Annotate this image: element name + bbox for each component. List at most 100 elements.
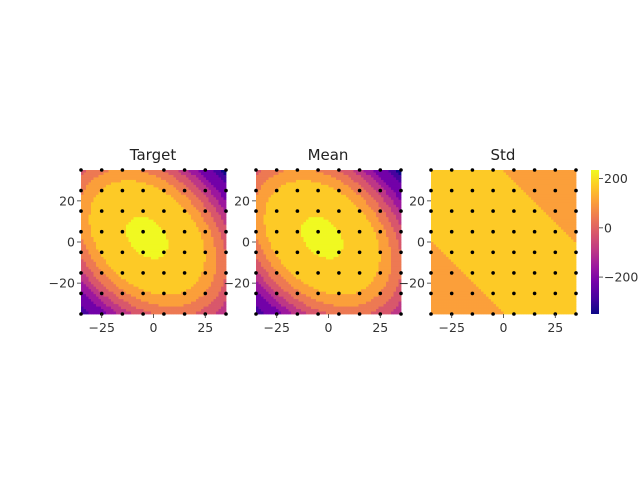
contour-cell	[86, 311, 89, 315]
contour-cell	[98, 281, 102, 285]
contour-cell	[291, 264, 294, 268]
contour-cell	[133, 254, 137, 258]
contour-cell	[208, 207, 212, 211]
contour-cell	[286, 304, 289, 307]
contour-cell	[281, 249, 284, 253]
contour-cell	[198, 271, 202, 275]
contour-cell	[218, 232, 222, 235]
contour-cell	[198, 269, 202, 273]
contour-cell	[148, 296, 152, 300]
contour-cell	[123, 296, 127, 300]
contour-cell	[163, 286, 167, 290]
contour-cell	[146, 266, 149, 270]
contour-cell	[191, 244, 194, 248]
contour-cell	[296, 301, 299, 305]
contour-cell	[156, 264, 159, 268]
contour-cell	[258, 184, 262, 188]
contour-cell	[133, 284, 137, 288]
contour-cell	[201, 309, 204, 312]
contour-cell	[186, 251, 189, 255]
contour-cell	[88, 239, 92, 243]
contour-cell	[188, 177, 192, 181]
contour-cell	[208, 259, 212, 263]
contour-cell	[86, 189, 89, 193]
contour-cell	[208, 261, 212, 265]
contour-cell	[106, 249, 109, 253]
contour-cell	[311, 184, 314, 188]
contour-cell	[81, 227, 84, 230]
contour-cell	[106, 227, 109, 230]
contour-cell	[276, 284, 279, 288]
contour-cell	[143, 214, 147, 218]
contour-cell	[181, 239, 184, 243]
contour-cell	[121, 224, 124, 228]
contour-cell	[106, 261, 109, 265]
contour-cell	[221, 301, 224, 305]
contour-cell	[283, 182, 287, 186]
contour-cell	[313, 269, 317, 273]
contour-cell	[178, 242, 182, 245]
contour-cell	[271, 289, 274, 293]
contour-cell	[293, 251, 297, 255]
contour-cell	[138, 194, 142, 198]
contour-cell	[156, 237, 159, 240]
contour-cell	[123, 170, 127, 173]
contour-cell	[198, 209, 202, 213]
contour-cell	[96, 214, 99, 218]
contour-cell	[83, 227, 87, 230]
contour-cell	[156, 261, 159, 265]
contour-cell	[198, 237, 202, 240]
contour-cell	[268, 309, 272, 312]
contour-cell	[143, 219, 147, 223]
contour-cell	[96, 232, 99, 235]
contour-cell	[201, 299, 204, 302]
contour-cell	[133, 259, 137, 263]
contour-cell	[206, 294, 209, 298]
contour-cell	[211, 224, 214, 228]
contour-cell	[308, 284, 312, 288]
contour-cell	[286, 184, 289, 188]
contour-cell	[256, 289, 259, 293]
contour-cell	[273, 232, 277, 235]
contour-cell	[301, 306, 304, 310]
training-point	[99, 188, 104, 193]
contour-cell	[156, 274, 159, 278]
contour-cell	[203, 284, 207, 288]
contour-cell	[293, 184, 297, 188]
contour-cell	[283, 212, 287, 216]
contour-cell	[291, 214, 294, 218]
contour-cell	[188, 174, 192, 178]
contour-cell	[173, 219, 177, 223]
contour-cell	[91, 204, 94, 208]
contour-cell	[288, 170, 292, 173]
contour-cell	[281, 177, 284, 181]
contour-cell	[301, 217, 304, 221]
contour-cell	[168, 204, 172, 208]
contour-cell	[316, 207, 319, 211]
contour-cell	[278, 199, 282, 203]
contour-cell	[301, 264, 304, 268]
contour-cell	[258, 189, 262, 193]
contour-cell	[256, 237, 259, 240]
contour-cell	[193, 279, 197, 283]
contour-cell	[133, 189, 137, 193]
contour-cell	[276, 304, 279, 307]
contour-cell	[136, 309, 139, 312]
contour-cell	[273, 259, 277, 263]
contour-cell	[318, 199, 322, 203]
contour-cell	[288, 217, 292, 221]
contour-cell	[148, 217, 152, 221]
contour-cell	[126, 286, 129, 290]
contour-cell	[106, 311, 109, 315]
contour-cell	[216, 251, 219, 255]
contour-cell	[113, 207, 117, 211]
contour-cell	[168, 254, 172, 258]
contour-cell	[271, 306, 274, 310]
contour-cell	[133, 222, 137, 226]
contour-cell	[196, 182, 199, 186]
contour-cell	[136, 311, 139, 315]
contour-cell	[298, 264, 302, 268]
contour-cell	[113, 291, 117, 295]
contour-cell	[136, 172, 139, 176]
contour-cell	[201, 294, 204, 298]
